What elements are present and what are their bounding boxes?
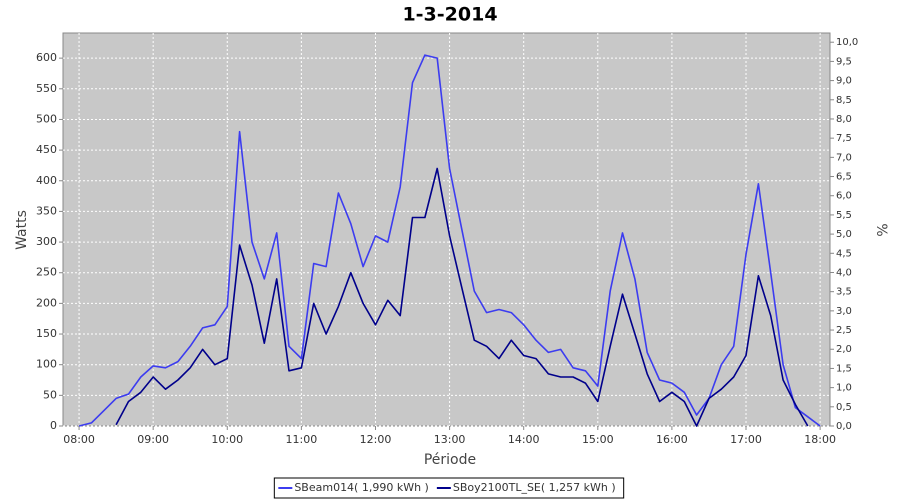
x-axis-label: Période <box>424 452 476 468</box>
y2-tick-label: 8,5 <box>836 95 852 106</box>
y-tick-label: 250 <box>36 266 57 279</box>
y-tick-label: 500 <box>36 112 57 125</box>
y-tick-label: 350 <box>36 204 57 217</box>
series-line <box>115 167 809 427</box>
y2-tick-label: 7,5 <box>836 133 852 144</box>
y-tick-label: 50 <box>43 388 57 401</box>
y2-tick-label: 1,5 <box>836 363 852 374</box>
legend-label: SBoy2100TL_SE( 1,257 kWh ) <box>453 481 616 494</box>
y2-tick-label: 6,5 <box>836 172 852 183</box>
x-tick-label: 14:00 <box>508 433 540 446</box>
y-tick-label: 0 <box>50 419 57 432</box>
x-tick-label: 11:00 <box>286 433 318 446</box>
y2-tick-label: 2,5 <box>836 325 852 336</box>
x-tick-label: 08:00 <box>63 433 95 446</box>
x-tick-label: 15:00 <box>582 433 614 446</box>
x-tick-label: 16:00 <box>656 433 688 446</box>
legend: SBeam014( 1,990 kWh ) SBoy2100TL_SE( 1,25… <box>273 477 625 499</box>
y2-tick-label: 1,0 <box>836 383 852 394</box>
series-line <box>78 54 821 427</box>
y2-tick-label: 5,0 <box>836 229 852 240</box>
x-tick-label: 12:00 <box>360 433 392 446</box>
x-tick-label: 13:00 <box>434 433 466 446</box>
y-tick-label: 600 <box>36 51 57 64</box>
y-axis-label: Watts <box>14 210 30 250</box>
y2-tick-label: 9,5 <box>836 56 852 67</box>
y-tick-label: 150 <box>36 327 57 340</box>
y2-tick-label: 0,5 <box>836 402 852 413</box>
y-tick-label: 100 <box>36 358 57 371</box>
y2-tick-label: 10,0 <box>836 37 858 48</box>
y2-tick-label: 3,5 <box>836 287 852 298</box>
x-tick-label: 09:00 <box>137 433 169 446</box>
y2-tick-label: 5,5 <box>836 210 852 221</box>
y2-tick-label: 4,0 <box>836 267 852 278</box>
y2-tick-label: 7,0 <box>836 152 852 163</box>
y2-tick-label: 6,0 <box>836 191 852 202</box>
y2-axis-label: % <box>873 223 889 236</box>
x-tick-label: 10:00 <box>211 433 243 446</box>
y-tick-label: 300 <box>36 235 57 248</box>
y-tick-label: 450 <box>36 143 57 156</box>
chart-title: 1-3-2014 <box>402 4 497 26</box>
y-tick-label: 550 <box>36 82 57 95</box>
y2-tick-label: 3,0 <box>836 306 852 317</box>
x-tick-label: 18:00 <box>804 433 836 446</box>
plot-area <box>62 32 831 427</box>
x-tick-label: 17:00 <box>730 433 762 446</box>
y2-tick-label: 4,5 <box>836 248 852 259</box>
y2-tick-label: 2,0 <box>836 344 852 355</box>
y-tick-label: 200 <box>36 296 57 309</box>
y2-tick-label: 9,0 <box>836 76 852 87</box>
y2-tick-label: 8,0 <box>836 114 852 125</box>
legend-label: SBeam014( 1,990 kWh ) <box>294 481 429 494</box>
y2-tick-label: 0,0 <box>836 421 852 432</box>
y-tick-label: 400 <box>36 174 57 187</box>
